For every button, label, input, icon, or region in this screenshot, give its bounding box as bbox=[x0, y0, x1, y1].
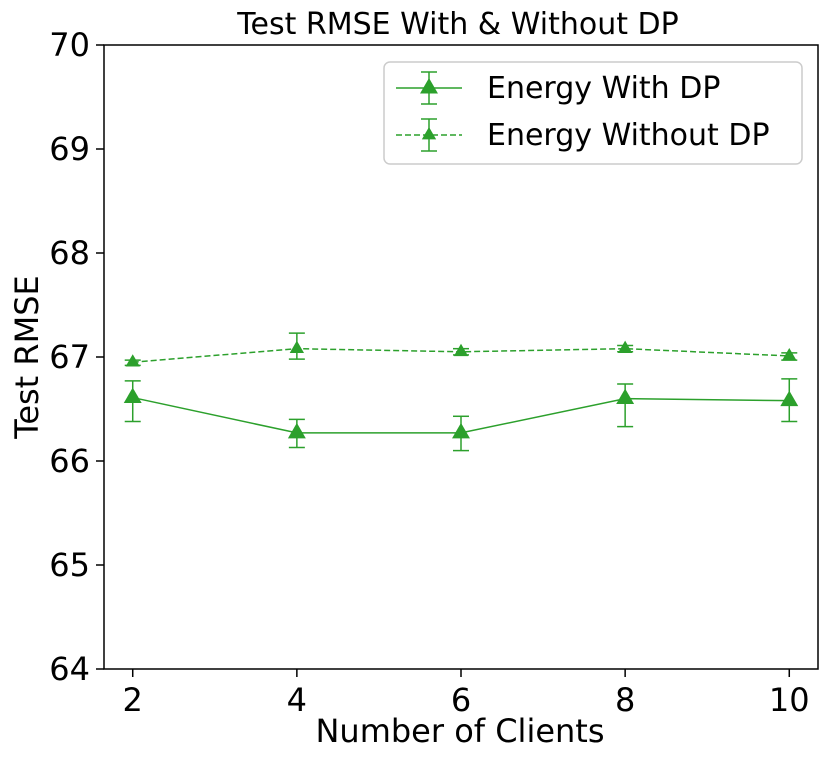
y-tick-label: 70 bbox=[49, 26, 90, 64]
data-point bbox=[780, 390, 799, 407]
y-tick-label: 68 bbox=[49, 234, 90, 272]
legend-marker bbox=[420, 78, 438, 94]
data-point bbox=[617, 340, 633, 354]
legend-marker bbox=[421, 127, 437, 140]
data-point bbox=[287, 422, 306, 439]
plot-area bbox=[123, 332, 799, 452]
data-point bbox=[289, 340, 305, 354]
x-tick-label: 6 bbox=[451, 681, 471, 719]
series-1 bbox=[124, 332, 798, 367]
y-tick-label: 67 bbox=[49, 338, 90, 376]
data-point bbox=[123, 387, 142, 404]
data-point bbox=[125, 354, 140, 367]
legend-box bbox=[383, 61, 803, 165]
x-tick-label: 8 bbox=[615, 681, 635, 719]
y-axis-label: Test RMSE bbox=[8, 275, 46, 440]
data-point bbox=[452, 422, 470, 439]
y-tick-label: 66 bbox=[49, 442, 90, 480]
x-axis: 2 4 6 8 10 bbox=[123, 669, 810, 719]
data-point bbox=[453, 343, 469, 357]
data-point bbox=[782, 347, 797, 361]
chart-title: Test RMSE With & Without DP bbox=[236, 7, 678, 42]
series-0 bbox=[123, 378, 799, 452]
legend-label: Energy With DP bbox=[487, 71, 720, 106]
legend-item-1: Energy Without DP bbox=[396, 118, 770, 153]
y-tick-label: 65 bbox=[49, 546, 90, 584]
y-tick-label: 64 bbox=[49, 650, 90, 688]
legend-item-0: Energy With DP bbox=[396, 71, 720, 106]
y-axis: 64 65 66 67 68 69 70 bbox=[49, 26, 104, 688]
x-tick-label: 10 bbox=[769, 681, 810, 719]
legend: Energy With DP Energy Without DP bbox=[383, 61, 803, 165]
x-tick-label: 2 bbox=[123, 681, 143, 719]
x-axis-label: Number of Clients bbox=[315, 712, 604, 750]
data-point bbox=[616, 388, 635, 405]
x-tick-label: 4 bbox=[287, 681, 307, 719]
y-tick-label: 69 bbox=[49, 130, 90, 168]
legend-label: Energy Without DP bbox=[487, 118, 770, 153]
